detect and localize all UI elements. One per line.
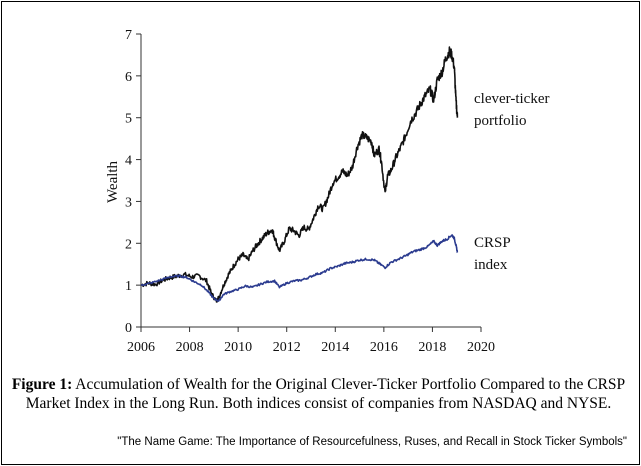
y-tick-label: 0	[125, 321, 132, 336]
y-tick-label: 2	[125, 237, 132, 252]
axes: 0 1 2 3 4 5 6 7 2006 2008 2010 2012 2014 2016 2018 2020	[125, 28, 495, 355]
series-layer	[140, 46, 459, 303]
x-tick-label: 2020	[467, 340, 495, 355]
x-tick-label: 2008	[176, 340, 204, 355]
series-line-clever-ticker	[140, 46, 459, 303]
wealth-line-chart: 0 1 2 3 4 5 6 7 2006 2008 2010 2012 2014 2016 2018 2020…	[105, 28, 549, 355]
crsp-label: CRSP	[474, 235, 511, 251]
x-tick-label: 2014	[321, 340, 349, 355]
y-tick-label: 3	[125, 195, 132, 210]
crsp-label: index	[474, 257, 508, 273]
source-citation: "The Name Game: The Importance of Resour…	[117, 436, 627, 448]
clever-ticker-label: clever-ticker	[474, 91, 549, 107]
x-tick-label: 2016	[370, 340, 398, 355]
figure-caption: Figure 1: Accumulation of Wealth for the…	[6, 375, 631, 413]
x-tick-label: 2018	[418, 340, 446, 355]
clever-ticker-label: portfolio	[474, 113, 527, 129]
x-tick-label: 2012	[273, 340, 301, 355]
y-tick-label: 5	[125, 112, 132, 127]
series-labels: clever-ticker portfolio CRSP index	[474, 91, 549, 273]
y-axis-label: Wealth	[105, 160, 121, 203]
series-line-crsp	[140, 234, 459, 302]
x-tick-label: 2006	[127, 340, 155, 355]
y-tick-label: 7	[125, 28, 132, 43]
y-tick-label: 4	[125, 154, 132, 169]
x-tick-label: 2010	[224, 340, 252, 355]
caption-text: Accumulation of Wealth for the Original …	[25, 376, 626, 412]
y-tick-label: 6	[125, 70, 132, 85]
y-tick-label: 1	[125, 279, 132, 294]
caption-label: Figure 1:	[11, 376, 73, 393]
